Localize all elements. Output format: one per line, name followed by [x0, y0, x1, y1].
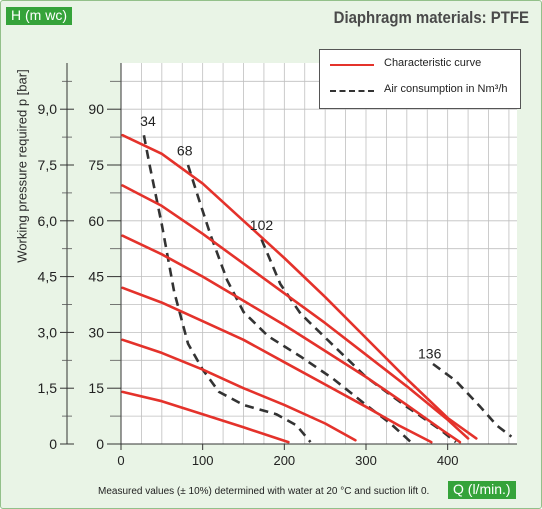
pressure-tick-label: 4,5: [38, 269, 58, 285]
legend-entry-air-consumption: Air consumption in Nm³/h: [320, 81, 520, 101]
legend-label: Air consumption in Nm³/h: [384, 83, 508, 95]
h-tick-label: 60: [88, 213, 104, 229]
characteristic-curve: [121, 234, 462, 444]
pressure-tick-label: 0: [49, 436, 57, 452]
air-consumption-label: 34: [140, 113, 156, 129]
x-tick-label: 0: [117, 453, 124, 468]
x-axis-unit-badge: Q (l/min.): [448, 481, 516, 499]
characteristic-curve: [121, 338, 357, 442]
characteristic-curve: [121, 184, 470, 440]
legend-swatch-solid: [330, 64, 374, 66]
chart-axes: [60, 63, 517, 450]
pressure-tick-label: 6,0: [38, 213, 58, 229]
x-tick-label: 300: [355, 453, 377, 468]
legend-label: Characteristic curve: [384, 57, 482, 69]
air-consumption-label: 136: [418, 345, 442, 361]
h-tick-label: 0: [96, 436, 104, 452]
air-consumption-label: 102: [250, 217, 274, 233]
h-axis-unit-badge: H (m wc): [6, 7, 72, 25]
pressure-tick-label: 9,0: [38, 101, 58, 117]
chart-grid: [121, 63, 517, 444]
h-tick-label: 15: [88, 380, 104, 396]
chart-title: Diaphragm materials: PTFE: [333, 8, 529, 27]
x-tick-label: 400: [437, 453, 459, 468]
x-tick-label: 200: [273, 453, 295, 468]
characteristic-curve: [121, 286, 433, 444]
characteristic-curve: [121, 133, 478, 440]
plot-background: [121, 63, 517, 444]
characteristic-curve: [121, 390, 290, 444]
chart-labels: 0 01,5 153,0 304,5 456,0 607,5 759,0 900 100 200 3…: [38, 101, 459, 468]
h-tick-label: 90: [88, 101, 104, 117]
x-tick-label: 100: [192, 453, 214, 468]
footnote: Measured values (± 10%) determined with …: [98, 486, 430, 497]
chart-curves: [121, 133, 513, 444]
pressure-tick-label: 3,0: [38, 324, 58, 340]
chart-legend: Characteristic curve Air consumption in …: [319, 49, 521, 109]
pressure-tick-label: 7,5: [38, 157, 58, 173]
air-consumption-label: 68: [177, 143, 193, 159]
legend-swatch-dashed: [330, 90, 374, 92]
air-consumption-curve: [432, 362, 513, 438]
pressure-tick-label: 1,5: [38, 380, 58, 396]
h-tick-label: 75: [88, 157, 104, 173]
legend-entry-characteristic: Characteristic curve: [320, 55, 520, 75]
h-tick-label: 45: [88, 269, 104, 285]
h-tick-label: 30: [88, 324, 104, 340]
